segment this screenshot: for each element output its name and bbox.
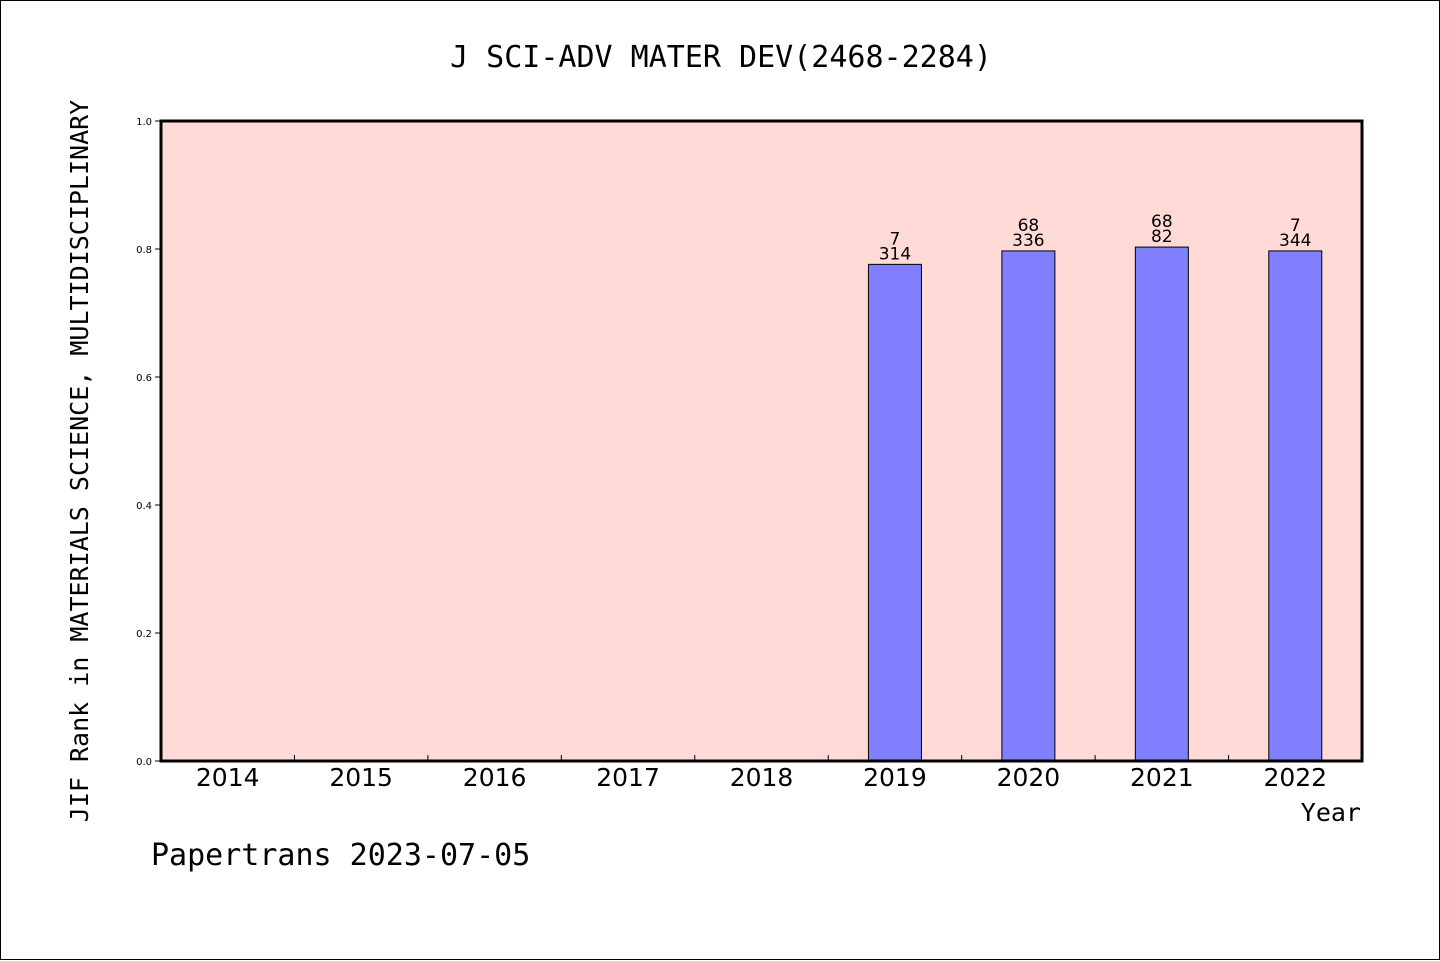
bar-label-total: 82 — [1151, 227, 1173, 247]
y-tick-label: 0.2 — [136, 629, 152, 640]
y-tick-label: 0.0 — [136, 757, 152, 768]
x-axis-label: Year — [1301, 798, 1361, 827]
x-tick-label: 2014 — [196, 763, 260, 792]
bar-label-rank: 68 — [1151, 212, 1173, 232]
bar-2020 — [1001, 250, 1056, 762]
bars-layer — [867, 246, 1323, 762]
y-tick-label: 1.0 — [136, 117, 152, 128]
y-tick-label: 0.8 — [136, 245, 152, 256]
bar-label-total: 344 — [1279, 231, 1311, 251]
y-tick-label: 0.4 — [136, 501, 152, 512]
footer-text: Papertrans 2023-07-05 — [151, 838, 530, 873]
bar-2021 — [1134, 246, 1189, 762]
ticks-layer: 0.0 0.2 0.4 0.6 0.8 1.0 2014 2015 2016 2017 2018 20… — [136, 117, 1327, 792]
x-tick-label: 2017 — [596, 763, 660, 792]
x-tick-label: 2019 — [863, 763, 927, 792]
bar-2022 — [1268, 250, 1323, 762]
chart-title: J SCI-ADV MATER DEV(2468-2284) — [450, 40, 992, 75]
bar-label-total: 314 — [879, 244, 911, 264]
bar-label-rank: 68 — [1018, 216, 1040, 236]
bar-label-rank: 7 — [890, 229, 901, 249]
x-tick-label: 2021 — [1130, 763, 1194, 792]
x-tick-label: 2020 — [997, 763, 1061, 792]
bar-label-rank: 7 — [1290, 216, 1301, 236]
x-tick-label: 2018 — [730, 763, 794, 792]
y-tick-label: 0.6 — [136, 373, 152, 384]
y-axis-label: JIF Rank in MATERIALS SCIENCE, MULTIDISC… — [65, 100, 94, 822]
bar-2019 — [867, 263, 922, 762]
bar-label-total: 336 — [1012, 231, 1044, 251]
x-tick-label: 2016 — [463, 763, 527, 792]
x-tick-label: 2022 — [1263, 763, 1327, 792]
plot-border — [159, 119, 1364, 763]
x-tick-label: 2015 — [329, 763, 393, 792]
